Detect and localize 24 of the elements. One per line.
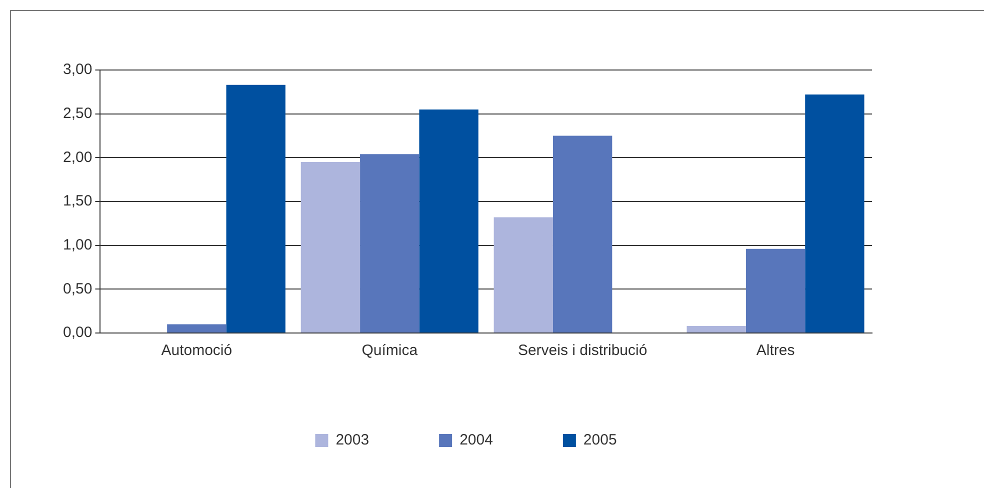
bar bbox=[167, 324, 226, 332]
legend-label: 2003 bbox=[336, 432, 370, 449]
y-tick-label: 2,00 bbox=[62, 148, 92, 166]
bar bbox=[746, 248, 806, 332]
bar bbox=[226, 84, 286, 332]
y-tick-label: 3,00 bbox=[62, 61, 92, 78]
y-tick-label: 0,50 bbox=[62, 280, 92, 298]
x-tick-label: Serveis i distribució bbox=[518, 342, 648, 360]
legend-label: 2005 bbox=[583, 432, 617, 449]
x-tick-label: Automoció bbox=[161, 342, 232, 360]
y-tick-label: 1,50 bbox=[62, 192, 92, 210]
x-tick-label: Química bbox=[362, 342, 418, 360]
y-tick-label: 1,00 bbox=[62, 236, 92, 254]
bar bbox=[360, 154, 420, 332]
bar bbox=[552, 136, 612, 332]
y-tick-label: 0,00 bbox=[62, 324, 92, 342]
x-tick-label: Altres bbox=[756, 342, 795, 360]
y-tick-label: 2,50 bbox=[62, 104, 92, 122]
bar bbox=[805, 94, 864, 332]
bar bbox=[300, 162, 360, 332]
bar bbox=[419, 109, 478, 332]
bar bbox=[686, 326, 746, 332]
bar bbox=[494, 217, 553, 332]
legend-label: 2004 bbox=[460, 432, 493, 449]
